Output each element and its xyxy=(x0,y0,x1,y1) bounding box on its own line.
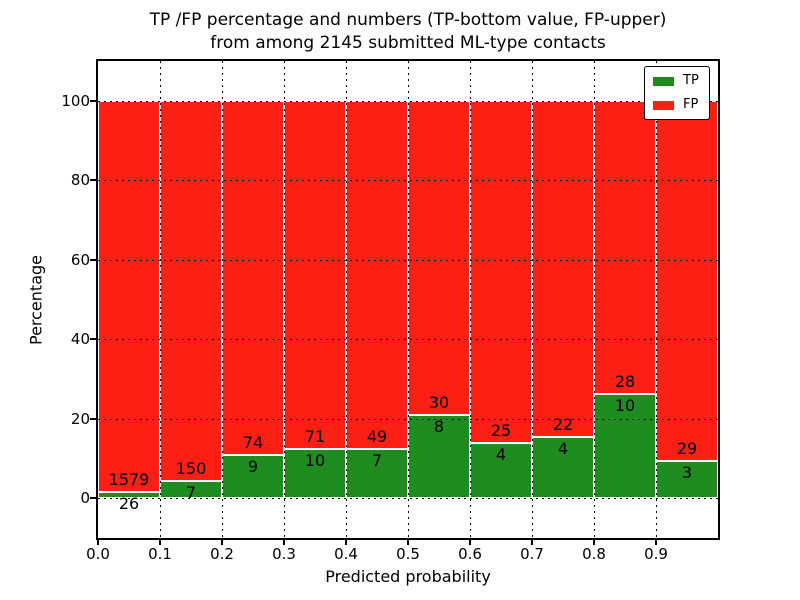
x-tick-mark xyxy=(159,540,161,545)
y-tick-mark xyxy=(90,497,96,500)
y-tick-label: 0 xyxy=(80,489,90,508)
vertical-gridline xyxy=(284,61,285,538)
x-tick-mark xyxy=(97,540,99,545)
y-tick-label: 80 xyxy=(70,171,90,190)
vertical-gridline xyxy=(470,61,471,538)
tp-color-swatch xyxy=(653,76,674,86)
fp-count-label: 25 xyxy=(490,421,512,441)
vertical-gridline xyxy=(408,61,409,538)
fp-count-label: 49 xyxy=(366,426,388,446)
tp-bar-segment xyxy=(532,437,594,499)
vertical-gridline xyxy=(594,61,595,538)
y-tick-mark xyxy=(90,99,96,102)
y-tick-mark xyxy=(90,179,96,182)
fp-bar-segment xyxy=(656,100,718,461)
fp-count-label: 22 xyxy=(552,415,574,435)
vertical-gridline xyxy=(656,61,657,538)
vertical-gridline xyxy=(532,61,533,538)
fp-bar-segment xyxy=(594,100,656,394)
y-tick-mark xyxy=(90,417,96,420)
tp-count-label: 7 xyxy=(185,482,197,502)
y-tick-label: 20 xyxy=(70,409,90,428)
fp-count-label: 29 xyxy=(676,438,698,458)
x-tick-label: 0.2 xyxy=(210,545,234,563)
tp-count-label: 4 xyxy=(495,445,507,465)
fp-bar-segment xyxy=(284,100,346,450)
tp-bar-segment xyxy=(656,460,718,499)
plot-area: 1579 26 150 7 74 9 71 10 49 7 30 8 25 4 22 4 28 10 29 3 TP … xyxy=(96,59,720,540)
y-tick-mark xyxy=(90,338,96,341)
legend-item-fp: FP xyxy=(653,97,701,113)
x-tick-mark xyxy=(221,540,223,545)
tp-count-label: 4 xyxy=(557,439,569,459)
fp-count-label: 30 xyxy=(428,392,450,412)
x-tick-mark xyxy=(531,540,533,545)
fp-color-swatch xyxy=(653,100,674,110)
tp-count-label: 3 xyxy=(681,462,693,482)
x-tick-label: 0.3 xyxy=(272,545,296,563)
fp-count-label: 28 xyxy=(614,371,636,391)
fp-count-label: 1579 xyxy=(108,469,150,489)
tp-count-label: 7 xyxy=(371,450,383,470)
fp-count-label: 150 xyxy=(175,458,207,478)
tp-bar-segment xyxy=(408,414,470,499)
x-axis-label: Predicted probability xyxy=(325,567,491,586)
x-tick-label: 0.1 xyxy=(148,545,172,563)
x-tick-label: 0.4 xyxy=(334,545,358,563)
fp-bar-segment xyxy=(346,100,408,449)
x-tick-label: 0.5 xyxy=(396,545,420,563)
tp-count-label: 9 xyxy=(247,457,259,477)
legend-label-tp: TP xyxy=(683,73,699,88)
fp-count-label: 71 xyxy=(304,427,326,447)
fp-bar-segment xyxy=(470,100,532,444)
x-tick-mark xyxy=(655,540,657,545)
x-tick-mark xyxy=(593,540,595,545)
x-tick-label: 0.6 xyxy=(458,545,482,563)
legend-item-tp: TP xyxy=(653,73,701,89)
y-tick-mark xyxy=(90,258,96,261)
x-tick-mark xyxy=(283,540,285,545)
y-tick-label: 40 xyxy=(70,330,90,349)
fp-count-label: 74 xyxy=(242,433,264,453)
tp-count-label: 10 xyxy=(304,451,326,471)
fp-bar-segment xyxy=(222,100,284,456)
tp-bar-segment xyxy=(470,443,532,499)
y-tick-label: 60 xyxy=(70,250,90,269)
vertical-gridline xyxy=(346,61,347,538)
x-tick-label: 0.0 xyxy=(86,545,110,563)
x-tick-label: 0.9 xyxy=(644,545,668,563)
legend: TP FP xyxy=(644,66,710,120)
chart-title: TP /FP percentage and numbers (TP-bottom… xyxy=(98,9,718,55)
chart-title-line2: from among 2145 submitted ML-type contac… xyxy=(210,33,606,53)
tp-count-label: 8 xyxy=(433,416,445,436)
x-tick-mark xyxy=(345,540,347,545)
tp-count-label: 26 xyxy=(118,493,140,513)
vertical-gridline xyxy=(222,61,223,538)
x-tick-label: 0.8 xyxy=(582,545,606,563)
fp-bar-segment xyxy=(160,100,222,481)
x-tick-label: 0.7 xyxy=(520,545,544,563)
x-tick-mark xyxy=(469,540,471,545)
tp-bar-segment xyxy=(98,491,160,499)
fp-bar-segment xyxy=(98,100,160,492)
fp-bar-segment xyxy=(532,100,594,438)
chart-title-line1: TP /FP percentage and numbers (TP-bottom… xyxy=(149,10,667,30)
vertical-gridline xyxy=(160,61,161,538)
tp-bar-segment xyxy=(594,393,656,499)
fp-bar-segment xyxy=(408,100,470,415)
tp-bar-segment xyxy=(346,448,408,499)
y-tick-label: 100 xyxy=(61,91,90,110)
legend-label-fp: FP xyxy=(683,97,699,112)
tp-count-label: 10 xyxy=(614,395,636,415)
x-tick-mark xyxy=(407,540,409,545)
